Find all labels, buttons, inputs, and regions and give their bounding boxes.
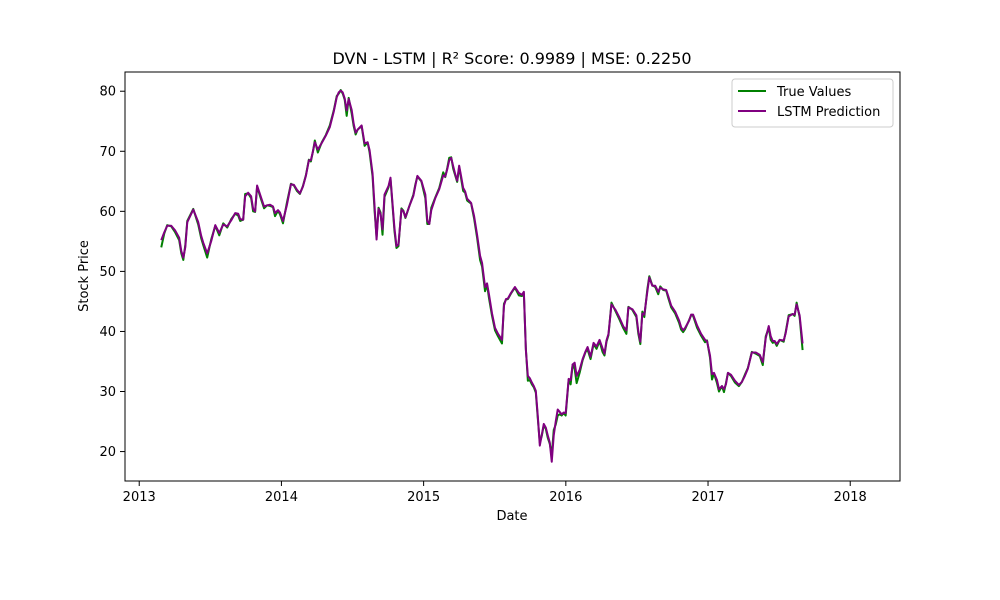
y-tick-label: 80 bbox=[99, 85, 116, 100]
y-tick-label: 40 bbox=[99, 325, 116, 340]
y-tick-label: 50 bbox=[99, 265, 116, 280]
x-axis-ticks: 2013 2014 2015 2016 2017 2018 bbox=[123, 481, 867, 505]
series-lines bbox=[160, 89, 804, 463]
x-tick-label: 2015 bbox=[407, 490, 440, 505]
legend-box bbox=[731, 78, 894, 128]
y-axis-label: Stock Price bbox=[77, 240, 92, 312]
legend-label-lstm-prediction: LSTM Prediction bbox=[777, 105, 880, 120]
plot-area-frame bbox=[124, 71, 901, 482]
series-line-lstm-prediction bbox=[160, 89, 804, 463]
x-axis-label: Date bbox=[496, 509, 527, 524]
y-tick-label: 70 bbox=[99, 145, 116, 160]
y-tick-label: 60 bbox=[99, 205, 116, 220]
legend: True Values LSTM Prediction bbox=[731, 78, 894, 128]
x-tick-label: 2016 bbox=[549, 490, 582, 505]
x-tick-label: 2013 bbox=[123, 490, 156, 505]
chart-title: DVN - LSTM | R² Score: 0.9989 | MSE: 0.2… bbox=[332, 49, 691, 68]
legend-label-true-values: True Values bbox=[776, 85, 851, 100]
x-tick-label: 2017 bbox=[691, 490, 724, 505]
x-tick-label: 2018 bbox=[834, 490, 867, 505]
x-tick-label: 2014 bbox=[265, 490, 298, 505]
y-tick-label: 30 bbox=[99, 385, 116, 400]
y-tick-label: 20 bbox=[99, 445, 116, 460]
y-axis-ticks: 20 30 40 50 60 70 80 bbox=[99, 85, 125, 460]
